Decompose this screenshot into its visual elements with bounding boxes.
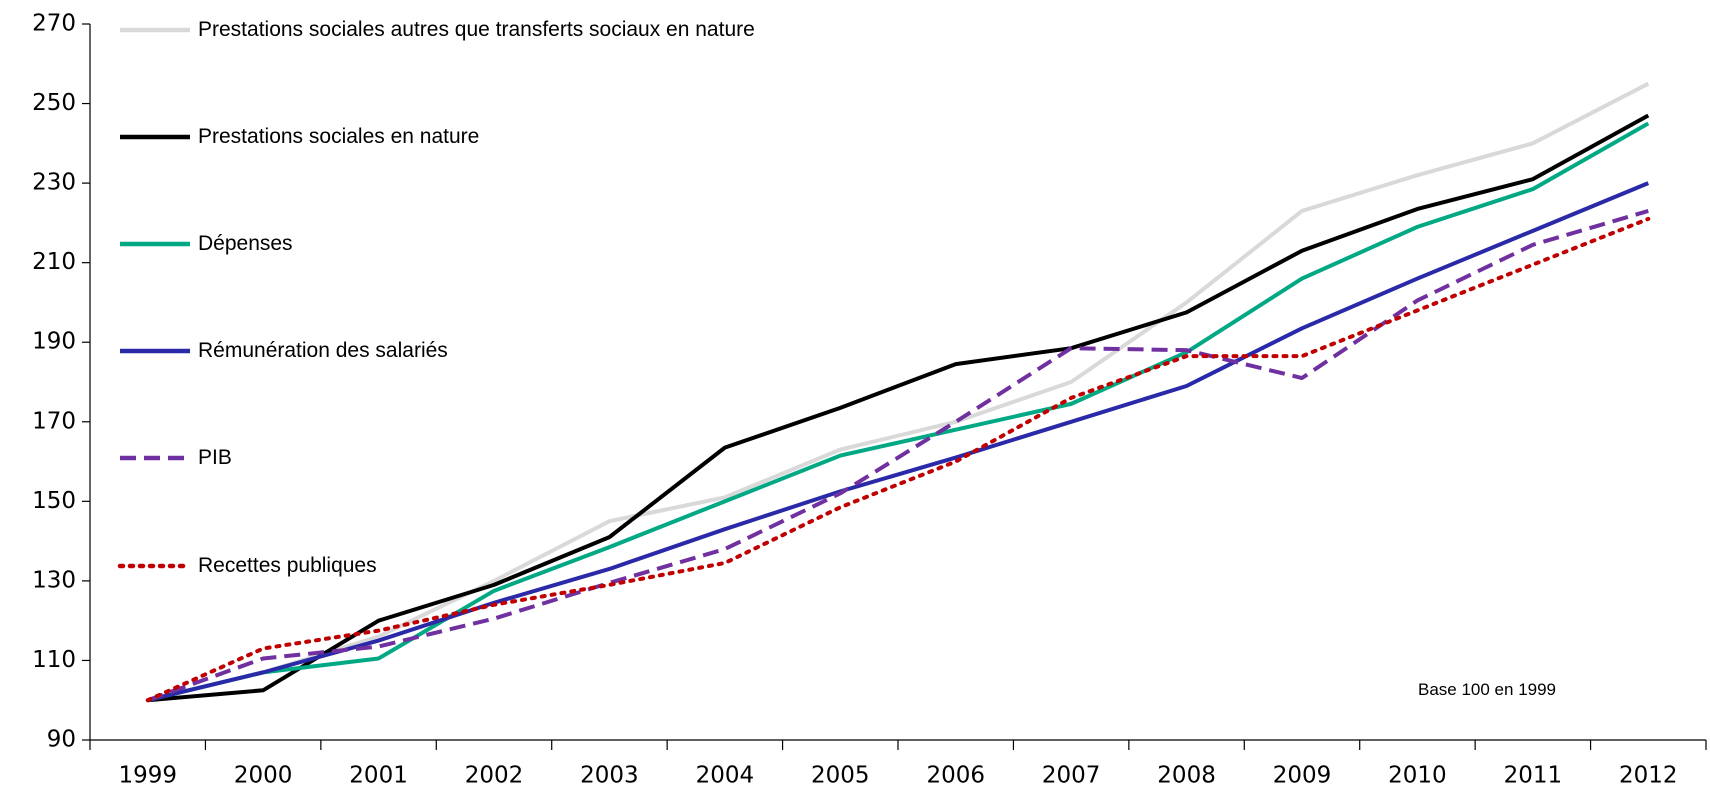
x-tick-label: 2009 bbox=[1273, 763, 1332, 788]
x-tick-label: 2008 bbox=[1157, 763, 1216, 788]
x-tick-label: 2000 bbox=[234, 763, 293, 788]
legend-label: PIB bbox=[198, 446, 232, 469]
x-tick-label: 2012 bbox=[1619, 763, 1678, 788]
y-tick-label: 230 bbox=[32, 170, 76, 196]
y-tick-label: 130 bbox=[32, 567, 76, 593]
x-tick-label: 2004 bbox=[696, 763, 755, 788]
series-line bbox=[145, 216, 1651, 703]
x-tick-label: 2001 bbox=[349, 763, 408, 788]
legend-label: Recettes publiques bbox=[198, 554, 377, 577]
series-line bbox=[147, 113, 1650, 703]
series-line bbox=[147, 181, 1650, 703]
x-tick-label: 1999 bbox=[118, 763, 177, 788]
y-tick-label: 270 bbox=[32, 11, 76, 37]
series-line bbox=[147, 121, 1650, 703]
y-tick-label: 210 bbox=[32, 249, 76, 275]
annotation: Base 100 en 1999 bbox=[1418, 680, 1557, 699]
x-tick-label: 2006 bbox=[926, 763, 985, 788]
legend-label: Prestations sociales autres que transfer… bbox=[198, 18, 755, 41]
x-tick-label: 2010 bbox=[1388, 763, 1447, 788]
legend-label: Rémunération des salariés bbox=[198, 339, 448, 362]
x-tick-label: 2007 bbox=[1042, 763, 1101, 788]
y-tick-label: 110 bbox=[32, 647, 76, 673]
x-tick-label: 2005 bbox=[811, 763, 870, 788]
legend-label: Prestations sociales en nature bbox=[198, 125, 480, 148]
series-line bbox=[147, 81, 1650, 703]
x-tick-label: 2011 bbox=[1504, 763, 1563, 788]
y-tick-label: 150 bbox=[32, 488, 76, 514]
y-tick-label: 170 bbox=[32, 408, 76, 434]
x-tick-label: 2002 bbox=[465, 763, 524, 788]
y-tick-label: 250 bbox=[32, 90, 76, 116]
series-line bbox=[147, 209, 1649, 703]
x-tick-label: 2003 bbox=[580, 763, 639, 788]
y-tick-label: 190 bbox=[32, 329, 76, 355]
legend-label: Dépenses bbox=[198, 232, 293, 255]
y-tick-label: 90 bbox=[47, 727, 76, 753]
